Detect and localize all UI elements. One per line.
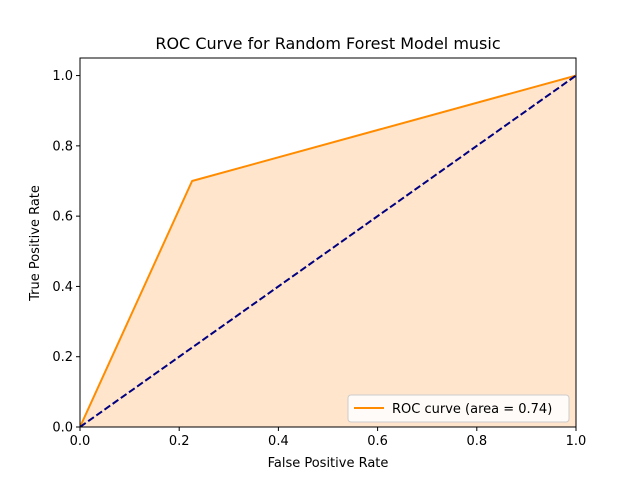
legend-label-roc-curve: ROC curve (area = 0.74) xyxy=(392,402,552,417)
axes: 0.0 0.2 0.4 0.6 0.8 1.0 0.0 0.2 0.4 0.6 0.8 1.0 xyxy=(52,57,587,449)
x-axis-label: False Positive Rate xyxy=(268,456,389,471)
axes-frame xyxy=(79,57,577,428)
y-axis-label: True Positive Rate xyxy=(28,185,43,302)
series-group xyxy=(80,74,576,427)
x-tick-label: 0.8 xyxy=(466,434,487,449)
x-tick-label: 1.0 xyxy=(566,434,587,449)
legend-box xyxy=(347,394,570,423)
x-tick-label: 0.4 xyxy=(268,434,289,449)
x-tick-label: 0.6 xyxy=(367,434,388,449)
y-tick-label: 1.0 xyxy=(52,69,73,84)
random-baseline-line xyxy=(80,74,576,427)
y-tick-label: 0.8 xyxy=(52,139,73,154)
y-tick-label: 0.4 xyxy=(52,280,73,295)
y-tick-label: 0.2 xyxy=(52,350,73,365)
y-tick-label: 0.0 xyxy=(52,421,73,436)
y-tick-label: 0.6 xyxy=(52,210,73,225)
plot-area xyxy=(80,74,576,427)
x-tick-label: 0.0 xyxy=(70,434,91,449)
chart-title: ROC Curve for Random Forest Model music xyxy=(155,34,500,53)
legend: ROC curve (area = 0.74) xyxy=(347,394,570,423)
roc-curve-line xyxy=(80,74,576,427)
x-tick-label: 0.2 xyxy=(169,434,190,449)
